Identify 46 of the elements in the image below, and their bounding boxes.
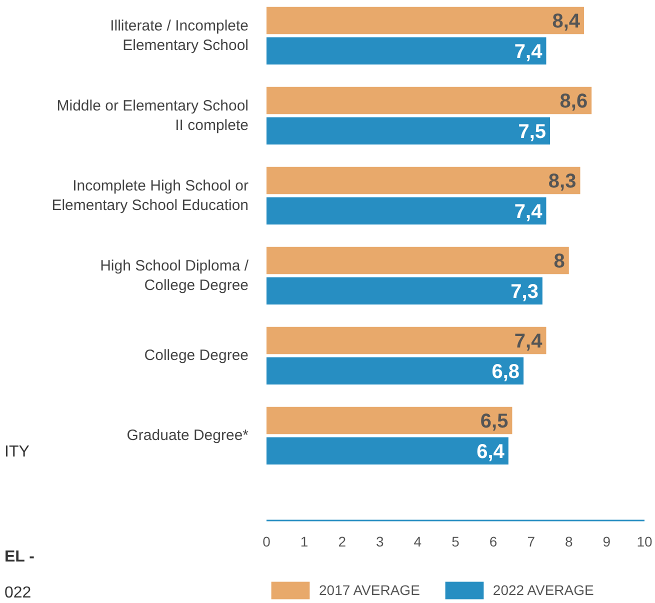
- bar: [266, 326, 546, 354]
- bar: [266, 6, 584, 34]
- y-tick-label: Illiterate / Incomplete Elementary School: [110, 17, 249, 54]
- data-label: 7,5: [518, 120, 546, 143]
- bar: [266, 277, 542, 304]
- bar: [266, 86, 592, 114]
- legend-label: 2017 AVERAGE: [319, 582, 420, 598]
- x-tick-label: 4: [414, 534, 422, 550]
- data-label: 8,6: [560, 90, 588, 112]
- data-label: 7,4: [514, 330, 544, 352]
- data-label: 6,4: [476, 440, 506, 463]
- y-tick-label: High School Diploma / College Degree: [100, 257, 250, 294]
- data-label: 7,4: [514, 40, 544, 63]
- data-label: 7,4: [514, 200, 544, 223]
- x-tick-label: 7: [527, 534, 536, 550]
- x-tick-label: 10: [636, 534, 652, 550]
- x-tick-label: 0: [262, 534, 271, 550]
- bar: [266, 37, 546, 64]
- data-label: 8,3: [548, 170, 576, 192]
- data-label: 8,4: [552, 10, 581, 32]
- y-tick-label: Incomplete High School or Elementary School Education: [52, 177, 249, 214]
- text: EL -: [4, 548, 34, 566]
- y-tick-label: College Degree: [144, 347, 249, 364]
- bar: [266, 166, 580, 194]
- y-tick-label: Graduate Degree*: [126, 427, 249, 444]
- x-tick-label: 8: [565, 534, 574, 550]
- bar: [266, 197, 546, 224]
- x-tick-label: 9: [602, 534, 611, 550]
- y-tick-label: Middle or Elementary School II complete: [56, 97, 249, 134]
- data-label: 7,3: [510, 280, 538, 303]
- bar: [266, 437, 508, 464]
- data-label: 6,5: [480, 410, 508, 432]
- x-tick-label: 6: [489, 534, 498, 550]
- data-label: 8: [554, 250, 565, 272]
- bar: [266, 357, 524, 384]
- legend-label: 2022 AVERAGE: [492, 582, 594, 598]
- x-tick-label: 5: [452, 534, 460, 550]
- text: 022: [4, 584, 32, 602]
- x-tick-label: 2: [338, 534, 346, 550]
- bar: [266, 246, 569, 274]
- x-tick-label: 1: [300, 534, 308, 550]
- x-tick-label: 3: [376, 534, 384, 550]
- bar: [266, 406, 512, 434]
- data-label: 6,8: [492, 360, 520, 383]
- text: ITY: [4, 444, 30, 460]
- bar: [266, 117, 550, 144]
